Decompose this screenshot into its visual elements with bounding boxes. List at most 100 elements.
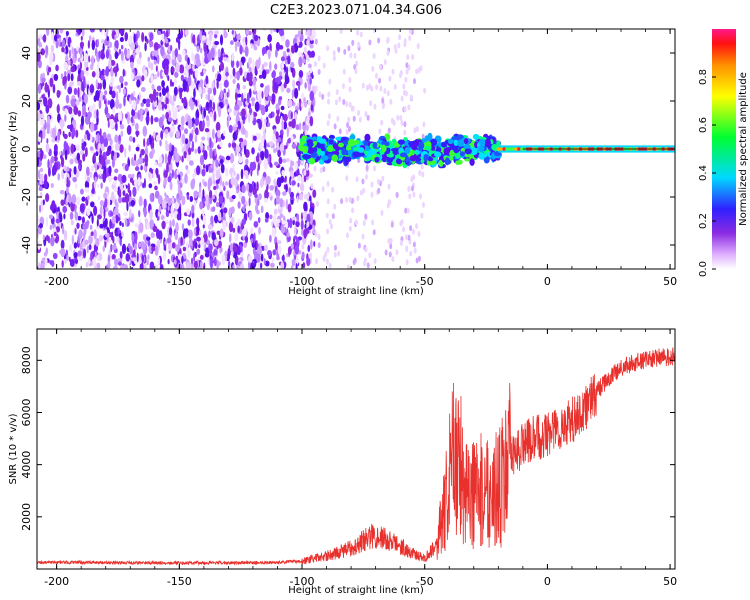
spectrogram-cell [166,162,169,174]
spectrogram-cell [275,189,281,198]
spectrogram-cell [47,71,50,76]
spectrogram-cell [472,133,480,140]
spectrogram-cell [53,155,58,162]
spectrogram-cell [169,95,173,105]
spectrogram-cell [167,176,172,183]
spectrogram-cell [275,103,280,111]
spectrogram-cell [496,147,501,151]
spectrogram-cell [347,149,353,155]
spectrogram-cell [394,47,398,54]
spectrogram-cell [43,96,48,107]
spectrogram-cell [283,177,287,183]
spectrogram-cell [160,214,165,221]
spectrogram-cell [111,215,116,224]
spectrogram-cell [520,147,524,151]
spectrogram-cell [113,187,118,193]
spectrogram-cell [250,39,254,45]
spectrogram-cell [325,212,329,219]
spectrogram-cell [398,34,402,41]
spectrogram-cell [317,68,321,75]
spectrogram-cell [271,227,276,238]
spectrogram-cell [400,120,404,127]
spectrogram-cell [373,103,377,110]
spectrogram-cell [109,90,113,95]
spectrogram-cell [166,63,169,71]
spectrogram-cell [306,71,309,80]
spectrogram-cell [163,244,167,252]
spectrogram-cell [359,31,363,38]
spectrogram-cell [69,258,75,267]
spectrogram-cell [309,252,313,259]
spectrogram-cell [348,86,352,93]
spectrogram-cell [146,38,149,44]
spectrogram-cell [181,97,184,104]
spectrogram-cell [168,227,173,236]
spectrogram-cell [248,211,253,221]
spectrogram-cell [280,56,286,62]
spectrogram-cell [153,59,157,65]
spectrogram-cell [337,46,341,53]
spectrogram-cell [89,29,95,33]
spectrogram-cell [342,83,346,90]
snr-y-tick-label: 8000 [20,346,33,374]
spectrogram-cell [38,186,43,192]
spectrogram-cell [243,91,247,99]
spectrogram-cell [517,147,521,151]
spectrogram-cell [139,108,144,115]
spectrogram-cell [183,128,189,135]
spectrogram-cell [99,135,104,145]
spectrogram-cell [291,258,296,267]
spectrogram-cell [94,251,97,259]
spectrogram-cell [203,68,206,75]
spectrogram-cell [306,257,311,267]
spectrogram-cell [60,239,65,250]
spectrogram-cell [303,201,308,212]
spectrogram-cell [83,53,89,63]
spectrogram-cell [502,147,507,151]
spectrogram-cell [334,99,338,106]
spectrogram-cell [167,198,172,207]
spectrogram-cell [370,85,374,92]
spectrogram-cell [118,103,122,109]
spectrogram-cell [321,93,325,100]
spectrogram-cell [386,37,390,44]
spectrogram-cell [83,93,88,105]
spectrogram-cell [127,243,131,249]
spectrogram-cell [268,192,273,197]
spectrogram-cell [72,63,75,70]
spectrogram-cell [336,115,340,122]
spectrogram-cell [215,169,221,180]
spectrogram-cell [52,252,58,260]
spectrogram-cell [109,41,112,48]
spectrogram-cell [251,64,255,75]
spectrogram-cell [419,65,423,72]
spectrogram-cell [308,157,316,165]
spectrogram-cell [310,239,313,250]
spectrogram-cell [264,86,269,98]
spectrogram-cell [68,49,72,59]
spectrogram-cell [176,168,179,176]
spectrogram-cell [333,244,337,251]
spectrogram-cell [153,116,159,123]
spectrogram-cell [280,133,284,140]
spectrogram-cell [125,252,131,262]
spectrogram-cell [304,223,307,229]
spectrogram-cell [115,91,119,101]
spectrogram-cell [193,190,199,199]
spectrogram-cell [203,164,206,169]
spectrogram-cell [86,176,91,183]
spectrogram-cell [406,54,410,61]
spectrogram-cell [199,154,205,166]
spectrogram-cell [217,129,221,139]
spectrogram-cell [128,144,131,152]
spectrogram-cell [46,29,50,36]
spectrogram-cell [268,49,271,60]
spectrogram-cell [73,106,79,116]
spectrogram-cell [277,240,282,245]
spectrogram-cell [301,135,308,141]
spectrogram-cell [294,225,297,236]
spectrogram-cell [229,152,235,164]
spectrogram-cell [346,264,350,269]
spectrogram-cell [208,230,211,238]
spectrogram-cell [328,262,332,269]
